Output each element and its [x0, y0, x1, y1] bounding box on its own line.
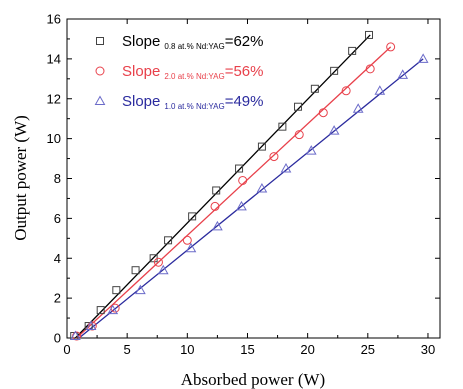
- data-point-square: [330, 66, 339, 75]
- y-tick-label: 10: [47, 131, 61, 146]
- data-point-circle: [386, 42, 396, 52]
- data-point-circle: [365, 64, 375, 74]
- data-point-triangle: [236, 200, 247, 211]
- data-point-circle: [318, 108, 328, 118]
- x-tick-label: 30: [421, 342, 435, 357]
- data-point-circle: [210, 201, 220, 211]
- data-point-triangle: [280, 163, 292, 173]
- legend-marker-circle: [95, 66, 105, 76]
- data-point-triangle: [397, 69, 409, 79]
- data-point-triangle: [85, 320, 97, 331]
- fit-line: [78, 58, 424, 339]
- fit-line: [74, 34, 371, 339]
- data-point-square: [310, 84, 319, 93]
- y-tick-label: 16: [47, 12, 61, 27]
- data-point-triangle: [157, 264, 169, 275]
- x-tick-label: 15: [240, 342, 254, 357]
- axis-ticks: 0 5 10 15 20 25 30 0 2 4 6 8 10 12 14 16: [47, 12, 440, 357]
- y-tick-label: 2: [54, 291, 61, 306]
- x-axis-title: Absorbed power (W): [181, 370, 325, 389]
- y-tick-label: 0: [54, 331, 61, 346]
- data-point-square: [164, 236, 173, 245]
- data-point-square: [348, 46, 357, 55]
- legend-marker-triangle: [94, 95, 106, 105]
- data-point-square: [131, 266, 140, 275]
- y-tick-label: 14: [47, 51, 61, 66]
- legend-entry: Slope 1.0 at.% Nd:YAG=49%: [122, 93, 264, 111]
- data-point-triangle: [107, 304, 119, 315]
- fit-line: [76, 46, 392, 339]
- data-point-circle: [238, 175, 248, 185]
- data-point-square: [365, 30, 374, 39]
- data-point-circle: [153, 257, 163, 267]
- y-tick-label: 12: [47, 91, 61, 106]
- data-point-triangle: [417, 53, 429, 63]
- data-point-square: [257, 142, 266, 151]
- fit-lines: [74, 34, 424, 339]
- data-point-triangle: [374, 85, 386, 95]
- x-tick-label: 5: [124, 342, 131, 357]
- data-point-circle: [182, 235, 192, 245]
- data-point-triangle: [328, 125, 340, 135]
- y-tick-label: 8: [54, 171, 61, 186]
- data-markers: [70, 30, 429, 341]
- data-point-square: [96, 306, 105, 315]
- data-point-triangle: [305, 145, 317, 155]
- y-tick-label: 6: [54, 211, 61, 226]
- y-axis-title: Output power (W): [11, 115, 30, 241]
- data-point-circle: [294, 130, 304, 140]
- data-point-triangle: [185, 242, 197, 253]
- data-point-triangle: [70, 330, 81, 341]
- legend: Slope 0.8 at.% Nd:YAG=62% Slope 2.0 at.% Nd…: [94, 33, 264, 111]
- x-tick-label: 20: [300, 342, 314, 357]
- x-tick-label: 25: [361, 342, 375, 357]
- data-point-square: [278, 122, 287, 131]
- data-point-triangle: [256, 182, 268, 193]
- data-point-circle: [269, 152, 279, 162]
- data-point-square: [235, 164, 244, 173]
- data-point-square: [112, 286, 121, 295]
- data-point-circle: [341, 86, 351, 96]
- x-tick-label: 0: [63, 342, 70, 357]
- data-point-triangle: [352, 103, 364, 113]
- data-point-triangle: [135, 284, 146, 295]
- legend-entry: Slope 0.8 at.% Nd:YAG=62%: [122, 33, 264, 51]
- data-point-square: [188, 212, 197, 221]
- legend-marker-square: [96, 37, 104, 45]
- data-point-square: [212, 186, 221, 195]
- data-point-square: [294, 102, 303, 111]
- x-tick-label: 10: [180, 342, 194, 357]
- legend-entry: Slope 2.0 at.% Nd:YAG=56%: [122, 63, 264, 81]
- y-tick-label: 4: [54, 251, 61, 266]
- data-point-triangle: [212, 220, 223, 231]
